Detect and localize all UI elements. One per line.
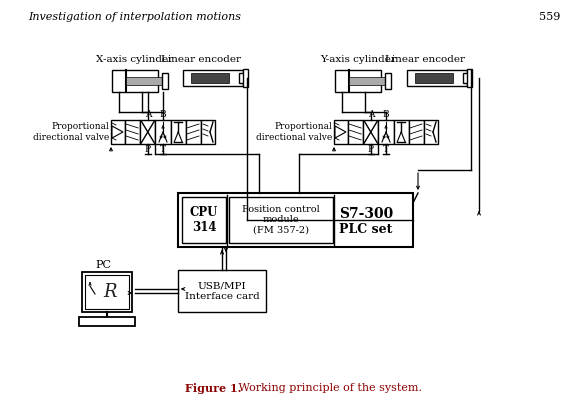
Polygon shape	[335, 126, 346, 138]
Bar	[201, 120, 215, 144]
Text: P: P	[368, 145, 374, 154]
Bar	[363, 120, 379, 144]
Bar	[112, 70, 158, 92]
Bar	[182, 197, 226, 243]
Bar	[126, 77, 164, 85]
Bar	[162, 73, 168, 89]
Bar	[348, 120, 363, 144]
Bar	[424, 120, 438, 144]
Text: 559: 559	[538, 12, 560, 22]
Text: USB/MPI
Interface card: USB/MPI Interface card	[185, 281, 260, 301]
Bar	[394, 120, 409, 144]
Bar	[409, 120, 424, 144]
Text: Working principle of the system.: Working principle of the system.	[228, 383, 422, 393]
Text: A: A	[368, 110, 374, 119]
Text: PC: PC	[95, 260, 111, 270]
Text: Investigation of interpolation motions: Investigation of interpolation motions	[28, 12, 241, 22]
Text: S7-300: S7-300	[339, 207, 394, 221]
Text: PLC set: PLC set	[339, 223, 392, 236]
Bar	[85, 275, 129, 309]
Bar	[385, 73, 391, 89]
Bar	[407, 70, 467, 86]
Bar	[186, 120, 201, 144]
Text: A: A	[145, 110, 151, 119]
Bar	[178, 270, 266, 312]
Text: B: B	[383, 110, 389, 119]
Bar	[79, 317, 135, 326]
Text: Linear encoder: Linear encoder	[161, 55, 241, 64]
Bar	[349, 77, 387, 85]
Text: T: T	[383, 145, 389, 154]
Bar	[155, 120, 171, 144]
Bar	[171, 120, 186, 144]
Text: Proportional
directional valve: Proportional directional valve	[33, 122, 109, 142]
Text: T: T	[160, 145, 166, 154]
Text: Y-axis cylinder: Y-axis cylinder	[320, 55, 396, 64]
Bar	[140, 120, 155, 144]
Text: Linear encoder: Linear encoder	[385, 55, 465, 64]
Bar	[82, 272, 132, 312]
Text: Proportional
directional valve: Proportional directional valve	[256, 122, 332, 142]
Bar	[334, 120, 348, 144]
Bar	[379, 120, 394, 144]
Text: CPU
314: CPU 314	[190, 206, 218, 234]
Bar	[229, 197, 333, 243]
Text: B: B	[160, 110, 166, 119]
Polygon shape	[112, 126, 123, 138]
Bar	[191, 73, 229, 83]
Bar	[243, 69, 248, 87]
Text: R: R	[103, 283, 117, 301]
Bar	[463, 73, 471, 83]
Bar	[125, 120, 140, 144]
Bar	[183, 70, 243, 86]
Bar	[111, 120, 125, 144]
Bar	[467, 69, 472, 87]
Text: Position control
module
(FM 357-2): Position control module (FM 357-2)	[242, 205, 320, 235]
Bar	[239, 73, 247, 83]
Text: X-axis cylinder: X-axis cylinder	[96, 55, 174, 64]
Text: P: P	[145, 145, 151, 154]
Text: Figure 1.: Figure 1.	[185, 383, 242, 394]
Bar	[178, 193, 413, 247]
Bar	[415, 73, 453, 83]
Bar	[335, 70, 381, 92]
